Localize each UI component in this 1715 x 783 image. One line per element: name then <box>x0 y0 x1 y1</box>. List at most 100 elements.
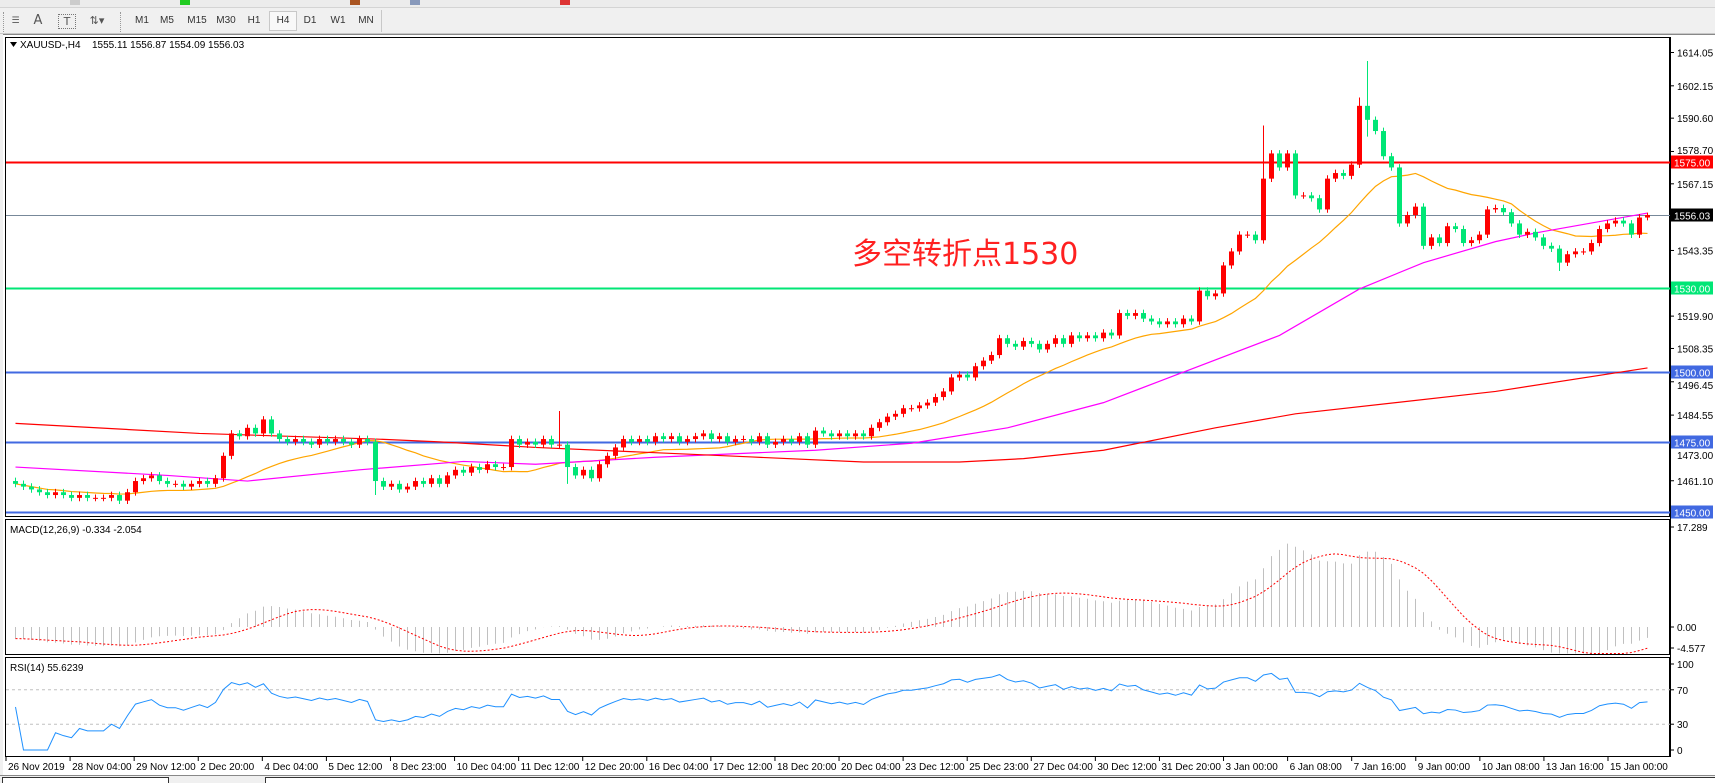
rsi-indicator: 100 70 30 0 <box>6 660 1694 757</box>
candle-body <box>581 469 586 476</box>
timeframe-h1[interactable]: H1 <box>247 15 261 26</box>
candle-body <box>469 467 474 473</box>
level-label-bg <box>1671 281 1713 295</box>
level-label: 1475.00 <box>1674 439 1711 450</box>
moving-average-line-2 <box>15 212 1648 482</box>
candle-body <box>477 467 482 470</box>
candle-body <box>205 481 210 484</box>
candle-body <box>125 492 130 501</box>
timeframe-h4[interactable]: H4 <box>269 11 297 31</box>
candle-body <box>701 433 706 437</box>
candle-body <box>549 439 554 445</box>
timeframe-m30[interactable]: M30 <box>216 15 236 26</box>
candle-body <box>1349 164 1354 176</box>
time-tick-label: 15 Jan 00:00 <box>1610 762 1668 773</box>
candle-body <box>1077 335 1082 339</box>
candle-body <box>1469 240 1474 244</box>
rsi-axis-label: 100 <box>1677 660 1694 671</box>
toolbar-icon[interactable] <box>180 0 190 5</box>
toolbar-grip[interactable] <box>3 12 5 32</box>
toolbar-icon[interactable] <box>410 0 420 5</box>
main-toolbar-partial <box>0 0 1715 8</box>
candle-body <box>1133 313 1138 316</box>
toolbar-icon[interactable] <box>560 0 570 5</box>
candle-body <box>1573 251 1578 255</box>
candle-body <box>1645 214 1650 218</box>
candle-body <box>277 433 282 440</box>
candle-body <box>85 495 90 498</box>
candle-body <box>1165 321 1170 325</box>
rsi-line <box>15 672 1648 751</box>
candle-body <box>1333 173 1338 179</box>
rsi-axis-label: 0 <box>1677 746 1683 757</box>
timeframe-m5[interactable]: M5 <box>160 15 174 26</box>
candle-body <box>1117 313 1122 336</box>
horizontal-levels <box>6 161 1670 514</box>
chart-tab[interactable] <box>265 777 1715 783</box>
timeframe-w1[interactable]: W1 <box>330 15 346 26</box>
candle-body <box>925 402 930 406</box>
candle-body <box>901 408 906 414</box>
candle-body <box>589 469 594 479</box>
candle-body <box>949 377 954 392</box>
candle-body <box>821 430 826 434</box>
candle-body <box>797 436 802 442</box>
time-tick-label: 12 Dec 20:00 <box>585 762 645 773</box>
time-tick-label: 7 Jan 16:00 <box>1354 762 1407 773</box>
candle-body <box>1053 338 1058 344</box>
annotation-text[interactable]: 多空转折点1530 <box>852 237 1078 272</box>
time-tick-label: 27 Dec 04:00 <box>1033 762 1093 773</box>
candle-body <box>861 433 866 437</box>
price-tick-label: 1519.90 <box>1677 312 1714 323</box>
timeframe-mn[interactable]: MN <box>358 15 374 26</box>
candle-body <box>461 469 466 473</box>
level-label: 1575.00 <box>1674 159 1711 170</box>
candle-body <box>141 478 146 482</box>
candle-body <box>109 495 114 498</box>
candle-body <box>301 439 306 442</box>
candle-body <box>1069 335 1074 344</box>
candle-body <box>1629 223 1634 235</box>
ohlc-readout: 1555.11 1556.87 1554.09 1556.03 <box>92 40 245 51</box>
candle-body <box>1261 178 1266 241</box>
timeframe-m15[interactable]: M15 <box>187 15 207 26</box>
candle-body <box>149 475 154 479</box>
candle-body <box>437 478 442 484</box>
price-tick-label: 1508.35 <box>1677 344 1714 355</box>
macd-pane-frame <box>5 519 1670 655</box>
toolbar-grip[interactable] <box>120 12 122 32</box>
candle-body <box>1453 226 1458 230</box>
candle-body <box>421 481 426 484</box>
candle-body <box>557 444 562 446</box>
collapse-triangle-icon[interactable] <box>10 42 17 47</box>
time-tick-label: 6 Jan 08:00 <box>1290 762 1343 773</box>
toolbar-icon[interactable] <box>70 0 80 5</box>
horizontal-lines-icon[interactable]: ☰ <box>11 16 19 26</box>
chart-window[interactable]: 17.289 0.00 -4.577 100 70 30 0 1614.05 1602.15… <box>0 34 1715 775</box>
candle-body <box>1613 220 1618 224</box>
text-icon[interactable]: A <box>33 13 43 28</box>
candle-body <box>485 464 490 470</box>
time-tick-label: 4 Dec 04:00 <box>264 762 318 773</box>
candle-body <box>1589 243 1594 252</box>
candle-body <box>981 360 986 367</box>
arrows-icon[interactable]: ⇅▾ <box>89 14 105 27</box>
candle-body <box>845 433 850 437</box>
time-tick-label: 26 Nov 2019 <box>8 762 65 773</box>
candle-body <box>197 481 202 484</box>
candle-body <box>525 441 530 445</box>
text-label-icon[interactable]: T <box>58 14 76 29</box>
chart-tab[interactable] <box>2 777 169 783</box>
price-tick-label: 1473.00 <box>1677 451 1714 462</box>
time-tick-label: 17 Dec 12:00 <box>713 762 773 773</box>
candle-body <box>1621 220 1626 224</box>
candle-body <box>77 495 82 498</box>
toolbar-divider <box>381 10 382 32</box>
timeframe-m1[interactable]: M1 <box>135 15 149 26</box>
candle-body <box>1205 290 1210 297</box>
candle-body <box>1389 156 1394 168</box>
timeframe-d1[interactable]: D1 <box>303 15 317 26</box>
level-label-bg <box>1671 505 1713 519</box>
candle-body <box>365 439 370 442</box>
toolbar-icon[interactable] <box>350 0 360 5</box>
